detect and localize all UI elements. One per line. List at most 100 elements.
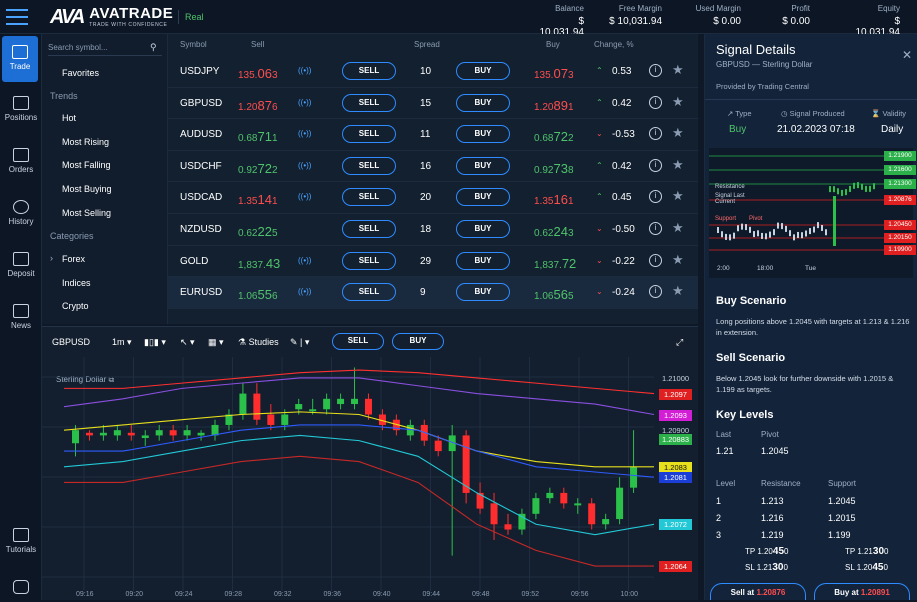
quote-symbol[interactable]: GBPUSD bbox=[180, 97, 223, 109]
candle-type-icon[interactable]: ▮▯▮ ▾ bbox=[144, 337, 166, 347]
sell-at-button[interactable]: Sell at 1.20876 bbox=[710, 583, 806, 600]
signal-icon[interactable]: ((•)) bbox=[298, 255, 312, 265]
buy-button[interactable]: BUY bbox=[456, 125, 510, 144]
star-icon[interactable]: ★ bbox=[672, 156, 684, 172]
sell-button[interactable]: SELL bbox=[342, 251, 396, 270]
studies-button[interactable]: ⚗ Studies bbox=[238, 333, 279, 351]
expand-icon[interactable]: ⤢ bbox=[676, 337, 684, 347]
chart-buy-button[interactable]: BUY bbox=[392, 333, 444, 350]
signal-icon[interactable]: ((•)) bbox=[298, 66, 312, 75]
nav-trade[interactable]: Trade bbox=[2, 36, 38, 82]
quote-row[interactable]: GBPUSD 1.20876 ((•)) SELL 15 BUY 1.20891 ⌃ 0.42 i… bbox=[168, 88, 698, 120]
trend-most-buying[interactable]: Most Buying bbox=[62, 184, 112, 194]
signal-icon[interactable]: ((•)) bbox=[298, 287, 312, 297]
sell-button[interactable]: SELL bbox=[342, 283, 396, 302]
nav-history[interactable]: History bbox=[0, 200, 42, 226]
buy-button[interactable]: BUY bbox=[456, 93, 510, 112]
sell-button[interactable]: SELL bbox=[342, 156, 396, 175]
close-icon[interactable]: ✕ bbox=[902, 48, 913, 62]
interval-select[interactable]: 1m ▾ bbox=[112, 333, 132, 351]
trend-most-falling[interactable]: Most Falling bbox=[62, 160, 111, 170]
col-symbol[interactable]: Symbol bbox=[180, 40, 207, 49]
info-icon[interactable]: i bbox=[649, 64, 662, 77]
trend-most-selling[interactable]: Most Selling bbox=[62, 208, 112, 218]
col-buy[interactable]: Buy bbox=[546, 40, 560, 49]
star-icon[interactable]: ★ bbox=[672, 220, 684, 235]
quote-symbol[interactable]: USDCHF bbox=[180, 160, 222, 172]
col-sell[interactable]: Sell bbox=[251, 40, 265, 49]
quote-row[interactable]: NZDUSD 0.62225 SELL 18 BUY 0.62243 ⌄ -0.50 i ★ bbox=[168, 214, 698, 246]
quote-row[interactable]: EURUSD 1.06556 ((•)) SELL 9 BUY 1.06565 ⌄ -0.24 i… bbox=[168, 277, 698, 309]
buy-button[interactable]: BUY bbox=[456, 220, 510, 238]
search-icon[interactable]: ⚲ bbox=[150, 42, 157, 52]
buy-button[interactable]: BUY bbox=[456, 283, 510, 302]
nav-deposit[interactable]: Deposit bbox=[0, 252, 42, 278]
account-mode[interactable]: Real bbox=[178, 10, 204, 24]
info-icon[interactable]: i bbox=[649, 158, 662, 172]
star-icon[interactable]: ★ bbox=[672, 125, 684, 141]
nav-news[interactable]: News bbox=[0, 304, 42, 330]
search-input[interactable]: Search symbol... bbox=[48, 40, 162, 56]
sell-button[interactable]: SELL bbox=[342, 220, 396, 238]
quote-symbol[interactable]: NZDUSD bbox=[180, 224, 222, 235]
signal-icon[interactable]: ((•)) bbox=[298, 160, 312, 170]
draw-tool-icon[interactable]: ✎ | ▾ bbox=[290, 337, 310, 347]
nav-positions[interactable]: Positions bbox=[0, 96, 42, 122]
popout-icon[interactable]: ⧉ bbox=[108, 375, 115, 384]
quote-symbol[interactable]: USDCAD bbox=[180, 192, 223, 204]
col-spread[interactable]: Spread bbox=[414, 40, 440, 49]
sell-button[interactable]: SELL bbox=[342, 125, 396, 144]
candlestick-chart[interactable] bbox=[42, 357, 698, 601]
trend-most-rising[interactable]: Most Rising bbox=[62, 137, 110, 147]
quote-symbol[interactable]: GOLD bbox=[180, 255, 209, 267]
signal-icon[interactable]: ((•)) bbox=[298, 192, 312, 202]
info-icon[interactable]: i bbox=[649, 127, 662, 141]
buy-button[interactable]: BUY bbox=[456, 251, 510, 270]
category-crypto[interactable]: Crypto bbox=[62, 301, 89, 311]
buy-button[interactable]: BUY bbox=[456, 62, 510, 80]
col-change[interactable]: Change, % bbox=[594, 40, 634, 49]
chat-icon[interactable] bbox=[0, 580, 42, 597]
menu-icon[interactable] bbox=[6, 9, 28, 25]
star-icon[interactable]: ★ bbox=[672, 93, 684, 109]
quote-row[interactable]: AUDUSD 0.68711 ((•)) SELL 11 BUY 0.68722 ⌄ -0.53… bbox=[168, 119, 698, 151]
filter-favorites[interactable]: Favorites bbox=[62, 68, 100, 78]
right-tp: TP 1.21300 bbox=[845, 546, 889, 557]
buy-at-button[interactable]: Buy at 1.20891 bbox=[814, 583, 910, 600]
quote-row[interactable]: USDCAD 1.35141 ((•)) SELL 20 BUY 1.35161 ⌃ 0.45 i… bbox=[168, 182, 698, 214]
quote-row[interactable]: USDJPY 135.063 ((•)) SELL 10 BUY 135.073 ⌃ 0.53 i… bbox=[168, 56, 698, 88]
star-icon[interactable]: ★ bbox=[672, 188, 684, 204]
buy-button[interactable]: BUY bbox=[456, 156, 510, 175]
quote-symbol[interactable]: EURUSD bbox=[180, 287, 223, 299]
sell-button[interactable]: SELL bbox=[342, 93, 396, 112]
info-icon[interactable]: i bbox=[649, 222, 662, 235]
info-icon[interactable]: i bbox=[649, 95, 662, 109]
info-icon[interactable]: i bbox=[649, 190, 662, 204]
sell-button[interactable]: SELL bbox=[342, 62, 396, 80]
quote-symbol[interactable]: USDJPY bbox=[180, 66, 220, 77]
buy-button[interactable]: BUY bbox=[456, 188, 510, 207]
layout-icon[interactable]: ▦ ▾ bbox=[208, 337, 224, 347]
sell-button[interactable]: SELL bbox=[342, 188, 396, 207]
category-forex[interactable]: Forex bbox=[62, 254, 86, 264]
star-icon[interactable]: ★ bbox=[672, 251, 684, 267]
info-icon[interactable]: i bbox=[649, 253, 662, 267]
trend-hot[interactable]: Hot bbox=[62, 113, 77, 123]
nav-tutorials[interactable]: Tutorials bbox=[0, 528, 42, 554]
cursor-icon[interactable]: ↖ ▾ bbox=[180, 337, 195, 347]
category-indices[interactable]: Indices bbox=[62, 278, 91, 288]
nav-orders[interactable]: Orders bbox=[0, 148, 42, 174]
chart-sell-button[interactable]: SELL bbox=[332, 333, 384, 350]
quote-symbol[interactable]: AUDUSD bbox=[180, 129, 223, 141]
signal-title: Signal Details bbox=[716, 42, 796, 57]
chart-symbol[interactable]: GBPUSD bbox=[52, 337, 91, 347]
info-icon[interactable]: i bbox=[649, 285, 662, 299]
signal-icon[interactable]: ((•)) bbox=[298, 129, 312, 139]
signal-icon[interactable]: ((•)) bbox=[298, 97, 312, 107]
star-icon[interactable]: ★ bbox=[672, 283, 684, 299]
quote-row[interactable]: GOLD 1,837.43 ((•)) SELL 29 BUY 1,837.72 ⌄ -0.22… bbox=[168, 246, 698, 278]
quote-row[interactable]: USDCHF 0.92722 ((•)) SELL 16 BUY 0.92738 ⌃ 0.42 i… bbox=[168, 151, 698, 183]
mini-candle bbox=[805, 230, 807, 237]
mini-candle bbox=[821, 224, 823, 231]
star-icon[interactable]: ★ bbox=[672, 62, 684, 77]
